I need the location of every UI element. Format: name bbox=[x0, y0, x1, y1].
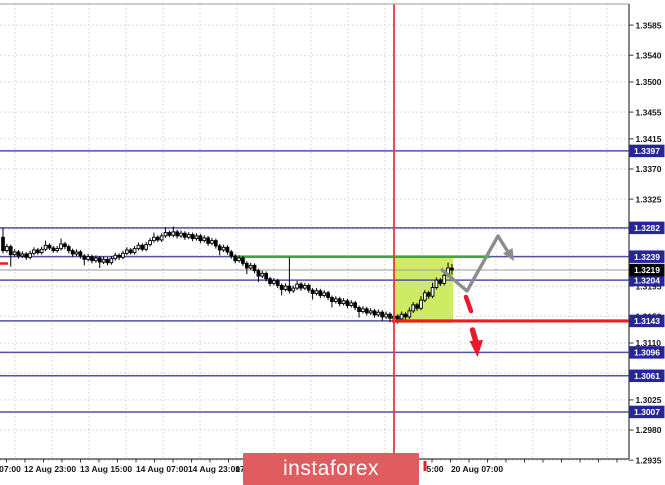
svg-text:07:00: 07:00 bbox=[0, 464, 21, 474]
time-axis-red-marker bbox=[423, 461, 427, 471]
svg-text:1.2980: 1.2980 bbox=[636, 425, 662, 435]
instaforex-watermark: instaforex bbox=[243, 453, 419, 485]
svg-text:1.3025: 1.3025 bbox=[636, 395, 662, 405]
svg-text:1.3282: 1.3282 bbox=[634, 223, 660, 233]
svg-text:1.3415: 1.3415 bbox=[636, 134, 662, 144]
svg-text:1.3370: 1.3370 bbox=[636, 164, 662, 174]
svg-text:1.2935: 1.2935 bbox=[636, 455, 662, 465]
svg-text:1.3143: 1.3143 bbox=[634, 316, 660, 326]
red-down-arrow-head bbox=[469, 340, 483, 357]
svg-text:5:00: 5:00 bbox=[426, 464, 443, 474]
svg-text:20 Aug 07:00: 20 Aug 07:00 bbox=[451, 464, 503, 474]
svg-text:1.3585: 1.3585 bbox=[636, 20, 662, 30]
svg-text:17: 17 bbox=[235, 464, 245, 474]
price-level-badges: 1.3397 1.3282 1.3239 1.3204 1.3143 1.3096 1.30… bbox=[629, 144, 665, 419]
red-dash-mark bbox=[463, 294, 474, 314]
svg-text:1.3219: 1.3219 bbox=[634, 265, 660, 275]
svg-text:1.3540: 1.3540 bbox=[636, 50, 662, 60]
highlight-zone bbox=[394, 256, 453, 324]
svg-text:1.3110: 1.3110 bbox=[636, 338, 662, 348]
svg-text:1.3455: 1.3455 bbox=[636, 107, 662, 117]
time-axis-labels: 07:00 12 Aug 23:00 13 Aug 15:00 14 Aug 07:0… bbox=[0, 464, 503, 474]
svg-text:1.3096: 1.3096 bbox=[634, 348, 660, 358]
price-axis-labels: 1.35851.35401.35001.34551.34151.33701.33… bbox=[629, 20, 662, 465]
svg-text:1.3204: 1.3204 bbox=[634, 275, 660, 285]
svg-text:1.3325: 1.3325 bbox=[636, 194, 662, 204]
svg-text:14 Aug 23:00: 14 Aug 23:00 bbox=[188, 464, 240, 474]
svg-text:1.3500: 1.3500 bbox=[636, 77, 662, 87]
gray-arrow-head bbox=[503, 248, 514, 261]
svg-text:12 Aug 23:00: 12 Aug 23:00 bbox=[24, 464, 76, 474]
svg-text:1.3239: 1.3239 bbox=[634, 252, 660, 262]
gray-zigzag-arrow bbox=[439, 234, 510, 293]
svg-text:1.3061: 1.3061 bbox=[634, 371, 660, 381]
svg-text:1.3007: 1.3007 bbox=[634, 407, 660, 417]
gridlines bbox=[0, 4, 629, 461]
price-level-lines bbox=[0, 150, 629, 413]
instaforex-logo-text: instaforex bbox=[282, 457, 380, 480]
svg-text:14 Aug 07:00: 14 Aug 07:00 bbox=[136, 464, 188, 474]
candles bbox=[1, 226, 454, 324]
svg-text:13 Aug 15:00: 13 Aug 15:00 bbox=[80, 464, 132, 474]
svg-text:1.3397: 1.3397 bbox=[634, 146, 660, 156]
red-arrow-shaft bbox=[469, 327, 479, 345]
